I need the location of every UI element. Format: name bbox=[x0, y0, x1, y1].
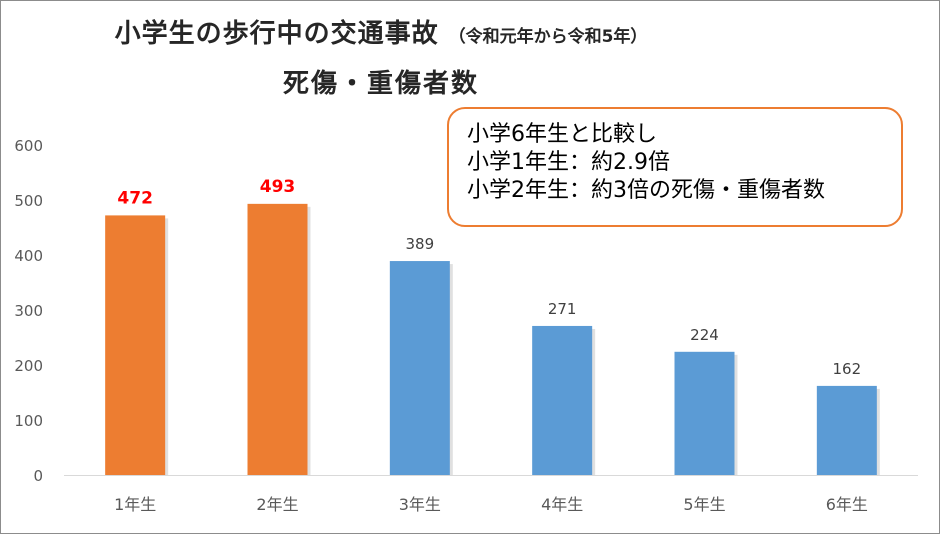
bar bbox=[674, 351, 735, 475]
bar bbox=[389, 261, 450, 475]
bar bbox=[816, 385, 877, 475]
x-tick-label: 5年生 bbox=[683, 495, 725, 514]
x-tick-label: 2年生 bbox=[256, 495, 298, 514]
y-tick-label: 100 bbox=[14, 412, 43, 430]
chart-title: 小学生の歩行中の交通事故 bbox=[114, 19, 439, 49]
callout-line-3: 小学2年生：約3倍の死傷・重傷者数 bbox=[467, 178, 825, 203]
bar-value-label: 224 bbox=[690, 326, 719, 344]
bar bbox=[247, 203, 308, 475]
chart-title-note: （令和元年から令和5年） bbox=[448, 27, 648, 47]
y-tick-label: 400 bbox=[14, 247, 43, 265]
y-tick-label: 300 bbox=[14, 302, 43, 320]
callout-line-2: 小学1年生：約2.9倍 bbox=[467, 150, 670, 175]
y-tick-label: 0 bbox=[33, 467, 43, 485]
chart-subtitle: 死傷・重傷者数 bbox=[282, 69, 479, 99]
bar-value-label: 162 bbox=[833, 360, 862, 378]
chart-title-row: 小学生の歩行中の交通事故 （令和元年から令和5年） bbox=[1, 13, 761, 50]
bar-value-label: 472 bbox=[117, 188, 153, 208]
y-tick-label: 600 bbox=[14, 137, 43, 155]
x-tick-label: 6年生 bbox=[826, 495, 868, 514]
bar-value-label: 389 bbox=[406, 235, 435, 253]
bar-value-label: 493 bbox=[260, 177, 296, 197]
x-tick-label: 1年生 bbox=[114, 495, 156, 514]
y-tick-label: 500 bbox=[14, 192, 43, 210]
x-tick-label: 4年生 bbox=[541, 495, 583, 514]
bar bbox=[105, 215, 166, 475]
bar-value-label: 271 bbox=[548, 300, 577, 318]
y-tick-label: 200 bbox=[14, 357, 43, 375]
comparison-callout: 小学6年生と比較し 小学1年生：約2.9倍 小学2年生：約3倍の死傷・重傷者数 bbox=[447, 107, 903, 227]
bar bbox=[532, 325, 593, 475]
x-tick-label: 3年生 bbox=[399, 495, 441, 514]
callout-line-1: 小学6年生と比較し bbox=[467, 122, 657, 147]
